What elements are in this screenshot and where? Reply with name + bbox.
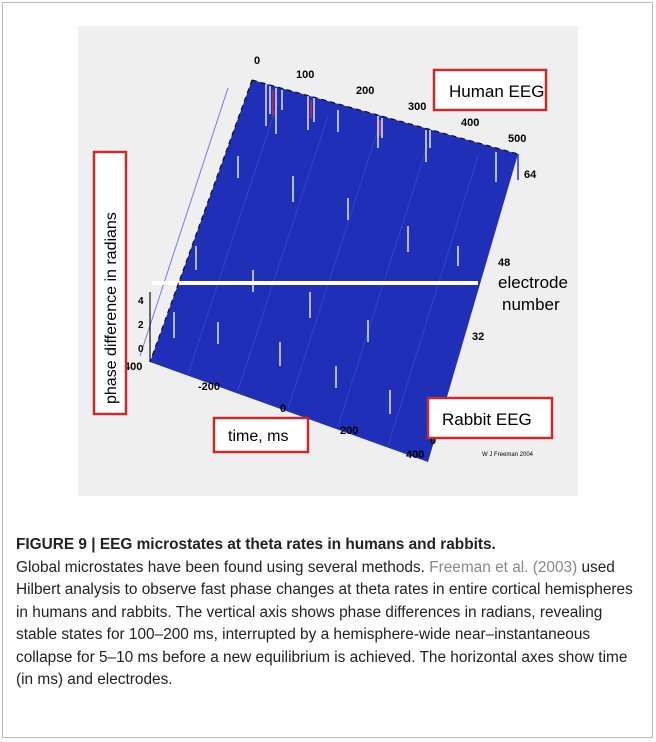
figure-panel: 0 100 200 300 400 500 64 48 32 16 0 elec… [78, 26, 578, 496]
eeg-peaks [173, 84, 497, 414]
eeg-red-peaks [272, 90, 381, 136]
caption-text-2: used Hilbert analysis to observe fast ph… [16, 558, 633, 689]
top-tick-500: 500 [508, 133, 526, 145]
electrode-tick-32: 32 [472, 331, 484, 343]
phase-tick-2: 2 [138, 320, 144, 331]
electrode-label-line1: electrode [498, 273, 568, 292]
top-tick-400: 400 [461, 117, 479, 129]
top-tick-200: 200 [356, 85, 374, 97]
eeg-3d-plot: 0 100 200 300 400 500 64 48 32 16 0 elec… [92, 55, 568, 462]
phase-label-box [92, 150, 128, 416]
phase-label: phase difference in radians [103, 212, 120, 404]
bottom-tick-200: 200 [340, 425, 358, 437]
top-tick-100: 100 [296, 69, 314, 81]
electrode-tick-48: 48 [498, 257, 510, 269]
electrode-tick-0: 0 [430, 435, 436, 447]
figure-credit: W J Freeman 2004 [482, 452, 534, 458]
eeg-surface [150, 80, 518, 462]
time-label: time, ms [228, 428, 288, 445]
time-label-box [212, 416, 310, 454]
figure-caption: FIGURE 9 | EEG microstates at theta rate… [16, 534, 644, 692]
caption-title: FIGURE 9 | EEG microstates at theta rate… [16, 536, 496, 553]
bottom-tick-neg200: -200 [198, 381, 220, 393]
phase-tick-4: 4 [138, 296, 144, 307]
top-tick-0: 0 [254, 55, 260, 67]
bottom-tick-0: 0 [280, 403, 286, 415]
rabbit-eeg-box [426, 396, 554, 440]
dashed-axis-left [149, 79, 253, 363]
surface-texture [139, 87, 479, 447]
dashed-axis-top [251, 79, 519, 155]
top-tick-300: 300 [408, 101, 426, 113]
electrode-tick-64: 64 [524, 169, 537, 181]
bottom-tick-400-left: 400 [124, 361, 142, 373]
phase-tick-0: 0 [138, 344, 144, 355]
bottom-tick-400-right: 400 [406, 449, 424, 461]
rabbit-eeg-label: Rabbit EEG [442, 410, 532, 429]
human-eeg-box [432, 68, 548, 112]
human-eeg-label: Human EEG [449, 82, 544, 101]
electrode-label-line2: number [502, 295, 560, 314]
caption-text-1: Global microstates have been found using… [16, 558, 430, 576]
citation-link[interactable]: Freeman et al. (2003) [429, 558, 578, 576]
